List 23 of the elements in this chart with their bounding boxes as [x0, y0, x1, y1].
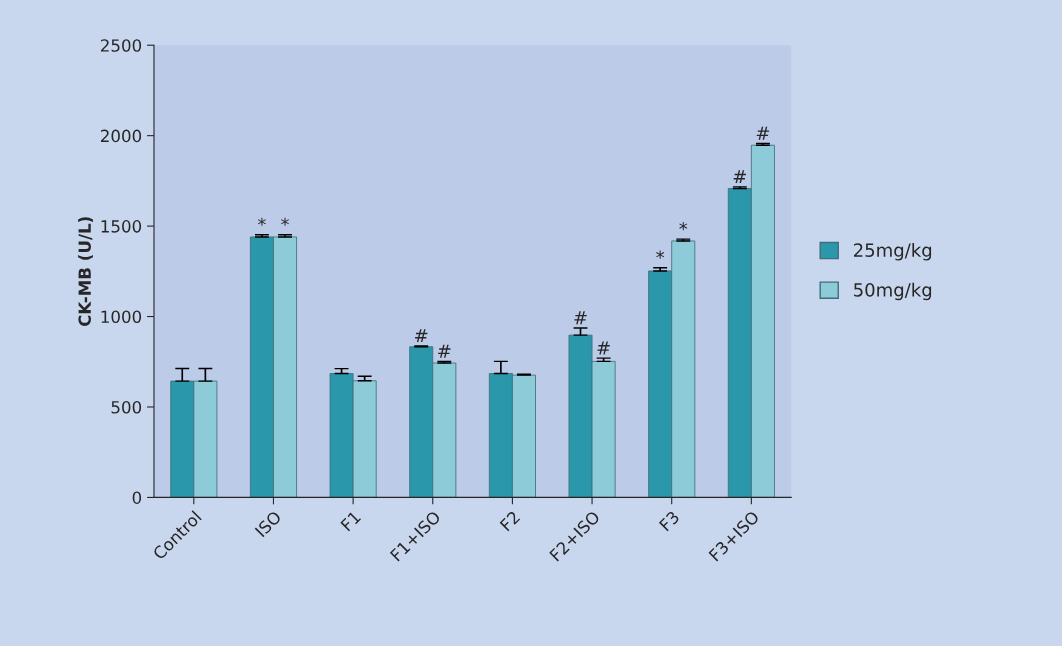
annotation: #	[438, 344, 451, 358]
y-tick-label: 1500	[101, 220, 142, 233]
annotation: #	[415, 329, 428, 343]
y-tick-label: 500	[111, 400, 142, 414]
annotation: *	[656, 250, 665, 259]
annotation: *	[257, 217, 266, 226]
annotation: #	[574, 311, 587, 325]
y-tick-label: 1000	[101, 310, 142, 324]
legend-label: 50mg/kg	[854, 282, 932, 301]
y-tick-label: 2500	[100, 39, 142, 52]
annotation: #	[756, 126, 770, 140]
y-axis-title: CK-MB (U/L)	[78, 217, 93, 327]
y-tick-label: 2000	[100, 129, 142, 143]
x-tick-label: F2	[499, 510, 521, 532]
legend-label: 25mg/kg	[854, 243, 932, 261]
annotation: *	[679, 221, 688, 231]
y-tick-label: 0	[132, 491, 142, 504]
x-tick-label: F1	[340, 510, 361, 532]
annotation: #	[733, 170, 746, 184]
annotation: #	[597, 341, 610, 355]
x-tick-label: ISO	[254, 510, 282, 538]
annotation: *	[281, 217, 289, 226]
x-tick-label: F3	[658, 510, 680, 532]
